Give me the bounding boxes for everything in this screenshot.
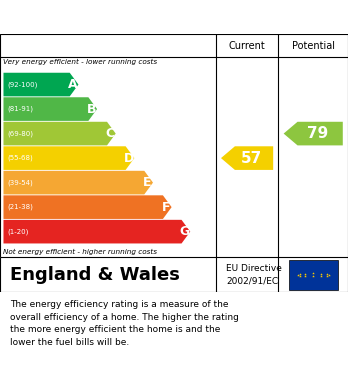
Text: (69-80): (69-80) — [8, 130, 34, 137]
Text: (21-38): (21-38) — [8, 204, 33, 210]
Text: C: C — [105, 127, 114, 140]
Text: The energy efficiency rating is a measure of the
overall efficiency of a home. T: The energy efficiency rating is a measur… — [10, 300, 239, 347]
Polygon shape — [284, 122, 343, 145]
Text: England & Wales: England & Wales — [10, 266, 180, 284]
Text: F: F — [162, 201, 170, 213]
Text: B: B — [87, 102, 96, 116]
Text: Current: Current — [229, 41, 266, 50]
Polygon shape — [221, 146, 273, 170]
Text: EU Directive
2002/91/EC: EU Directive 2002/91/EC — [226, 264, 282, 285]
Text: (1-20): (1-20) — [8, 228, 29, 235]
Polygon shape — [3, 73, 78, 96]
Polygon shape — [3, 171, 153, 194]
Polygon shape — [3, 220, 190, 244]
Text: Not energy efficient - higher running costs: Not energy efficient - higher running co… — [3, 249, 158, 255]
Text: 57: 57 — [240, 151, 262, 166]
Text: G: G — [180, 225, 190, 238]
Text: E: E — [143, 176, 152, 189]
Text: A: A — [68, 78, 78, 91]
Polygon shape — [3, 146, 134, 170]
Polygon shape — [3, 196, 172, 219]
Text: D: D — [124, 152, 134, 165]
Bar — [289, 260, 338, 290]
Polygon shape — [3, 122, 116, 145]
Text: (39-54): (39-54) — [8, 179, 33, 186]
Text: Very energy efficient - lower running costs: Very energy efficient - lower running co… — [3, 59, 158, 65]
Text: Potential: Potential — [292, 41, 335, 50]
Text: Energy Efficiency Rating: Energy Efficiency Rating — [10, 10, 232, 25]
Text: 79: 79 — [307, 126, 328, 141]
Polygon shape — [3, 97, 97, 121]
Text: (55-68): (55-68) — [8, 155, 33, 161]
Text: (92-100): (92-100) — [8, 81, 38, 88]
Text: (81-91): (81-91) — [8, 106, 34, 112]
